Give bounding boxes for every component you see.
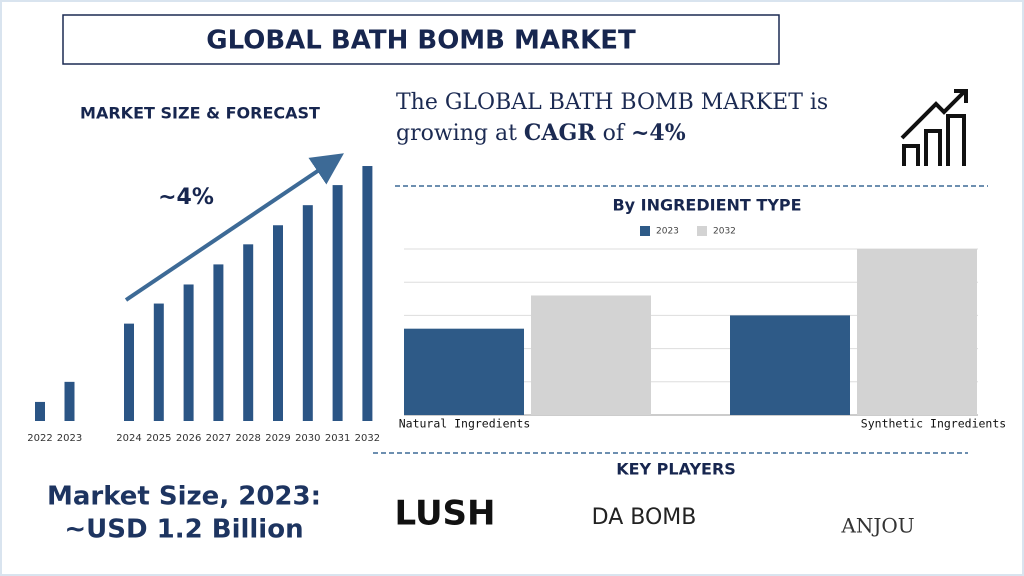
- x-tick-label: 2027: [206, 433, 231, 444]
- x-tick-label: 2022: [27, 433, 52, 444]
- bar: [730, 315, 850, 415]
- bar: [302, 205, 313, 421]
- x-tick-label: 2028: [235, 433, 260, 444]
- page-title: GLOBAL BATH BOMB MARKET: [206, 26, 636, 56]
- growth-arrow: [124, 153, 344, 302]
- x-tick-label: 2029: [265, 433, 290, 444]
- legend-label: 2023: [656, 227, 679, 237]
- legend-label: 2032: [713, 227, 736, 237]
- bar: [332, 185, 343, 421]
- bar: [183, 284, 194, 421]
- bar: [857, 249, 977, 415]
- player-logo: ANJOU: [840, 514, 914, 538]
- x-tick-label: 2032: [355, 433, 380, 444]
- bar: [64, 381, 75, 421]
- bar: [273, 225, 283, 421]
- bar: [404, 328, 524, 415]
- title-box: [62, 14, 780, 65]
- bar: [153, 303, 164, 421]
- bar: [531, 295, 651, 415]
- growth-icon: [900, 89, 968, 166]
- bar: [124, 323, 134, 421]
- cagr-emphasis: CAGR: [524, 120, 596, 146]
- player-logo: LUSH: [394, 494, 495, 534]
- legend-swatch: [697, 226, 707, 236]
- x-tick-label: 2024: [116, 433, 141, 444]
- x-tick-label: 2026: [176, 433, 201, 444]
- legend-swatch: [640, 226, 650, 236]
- x-tick-label: Synthetic Ingredients: [861, 417, 1006, 431]
- cagr-emphasis: ~4%: [631, 120, 686, 146]
- x-tick-label: Natural Ingredients: [399, 417, 531, 431]
- section-title: KEY PLAYERS: [616, 460, 736, 479]
- cagr-text: The GLOBAL BATH BOMB MARKET is growing a…: [396, 90, 835, 146]
- bar: [35, 401, 45, 421]
- bar: [213, 264, 224, 421]
- x-tick-label: 2023: [57, 433, 82, 444]
- x-tick-label: 2030: [295, 433, 320, 444]
- bar: [243, 244, 254, 421]
- chart-title: MARKET SIZE & FORECAST: [80, 104, 320, 123]
- cagr-line: growing at: [396, 121, 517, 146]
- market-size-label: Market Size, 2023:: [47, 482, 321, 512]
- chart-title: By INGREDIENT TYPE: [612, 196, 801, 215]
- x-tick-label: 2031: [325, 433, 350, 444]
- bar: [362, 166, 373, 421]
- cagr-line: The GLOBAL BATH BOMB MARKET is: [396, 90, 828, 115]
- annotation: ~4%: [158, 185, 214, 210]
- x-tick-label: 2025: [146, 433, 171, 444]
- market-size-value: ~USD 1.2 Billion: [64, 515, 303, 545]
- player-logo: DA BOMB: [592, 505, 697, 530]
- cagr-line: of: [603, 121, 626, 146]
